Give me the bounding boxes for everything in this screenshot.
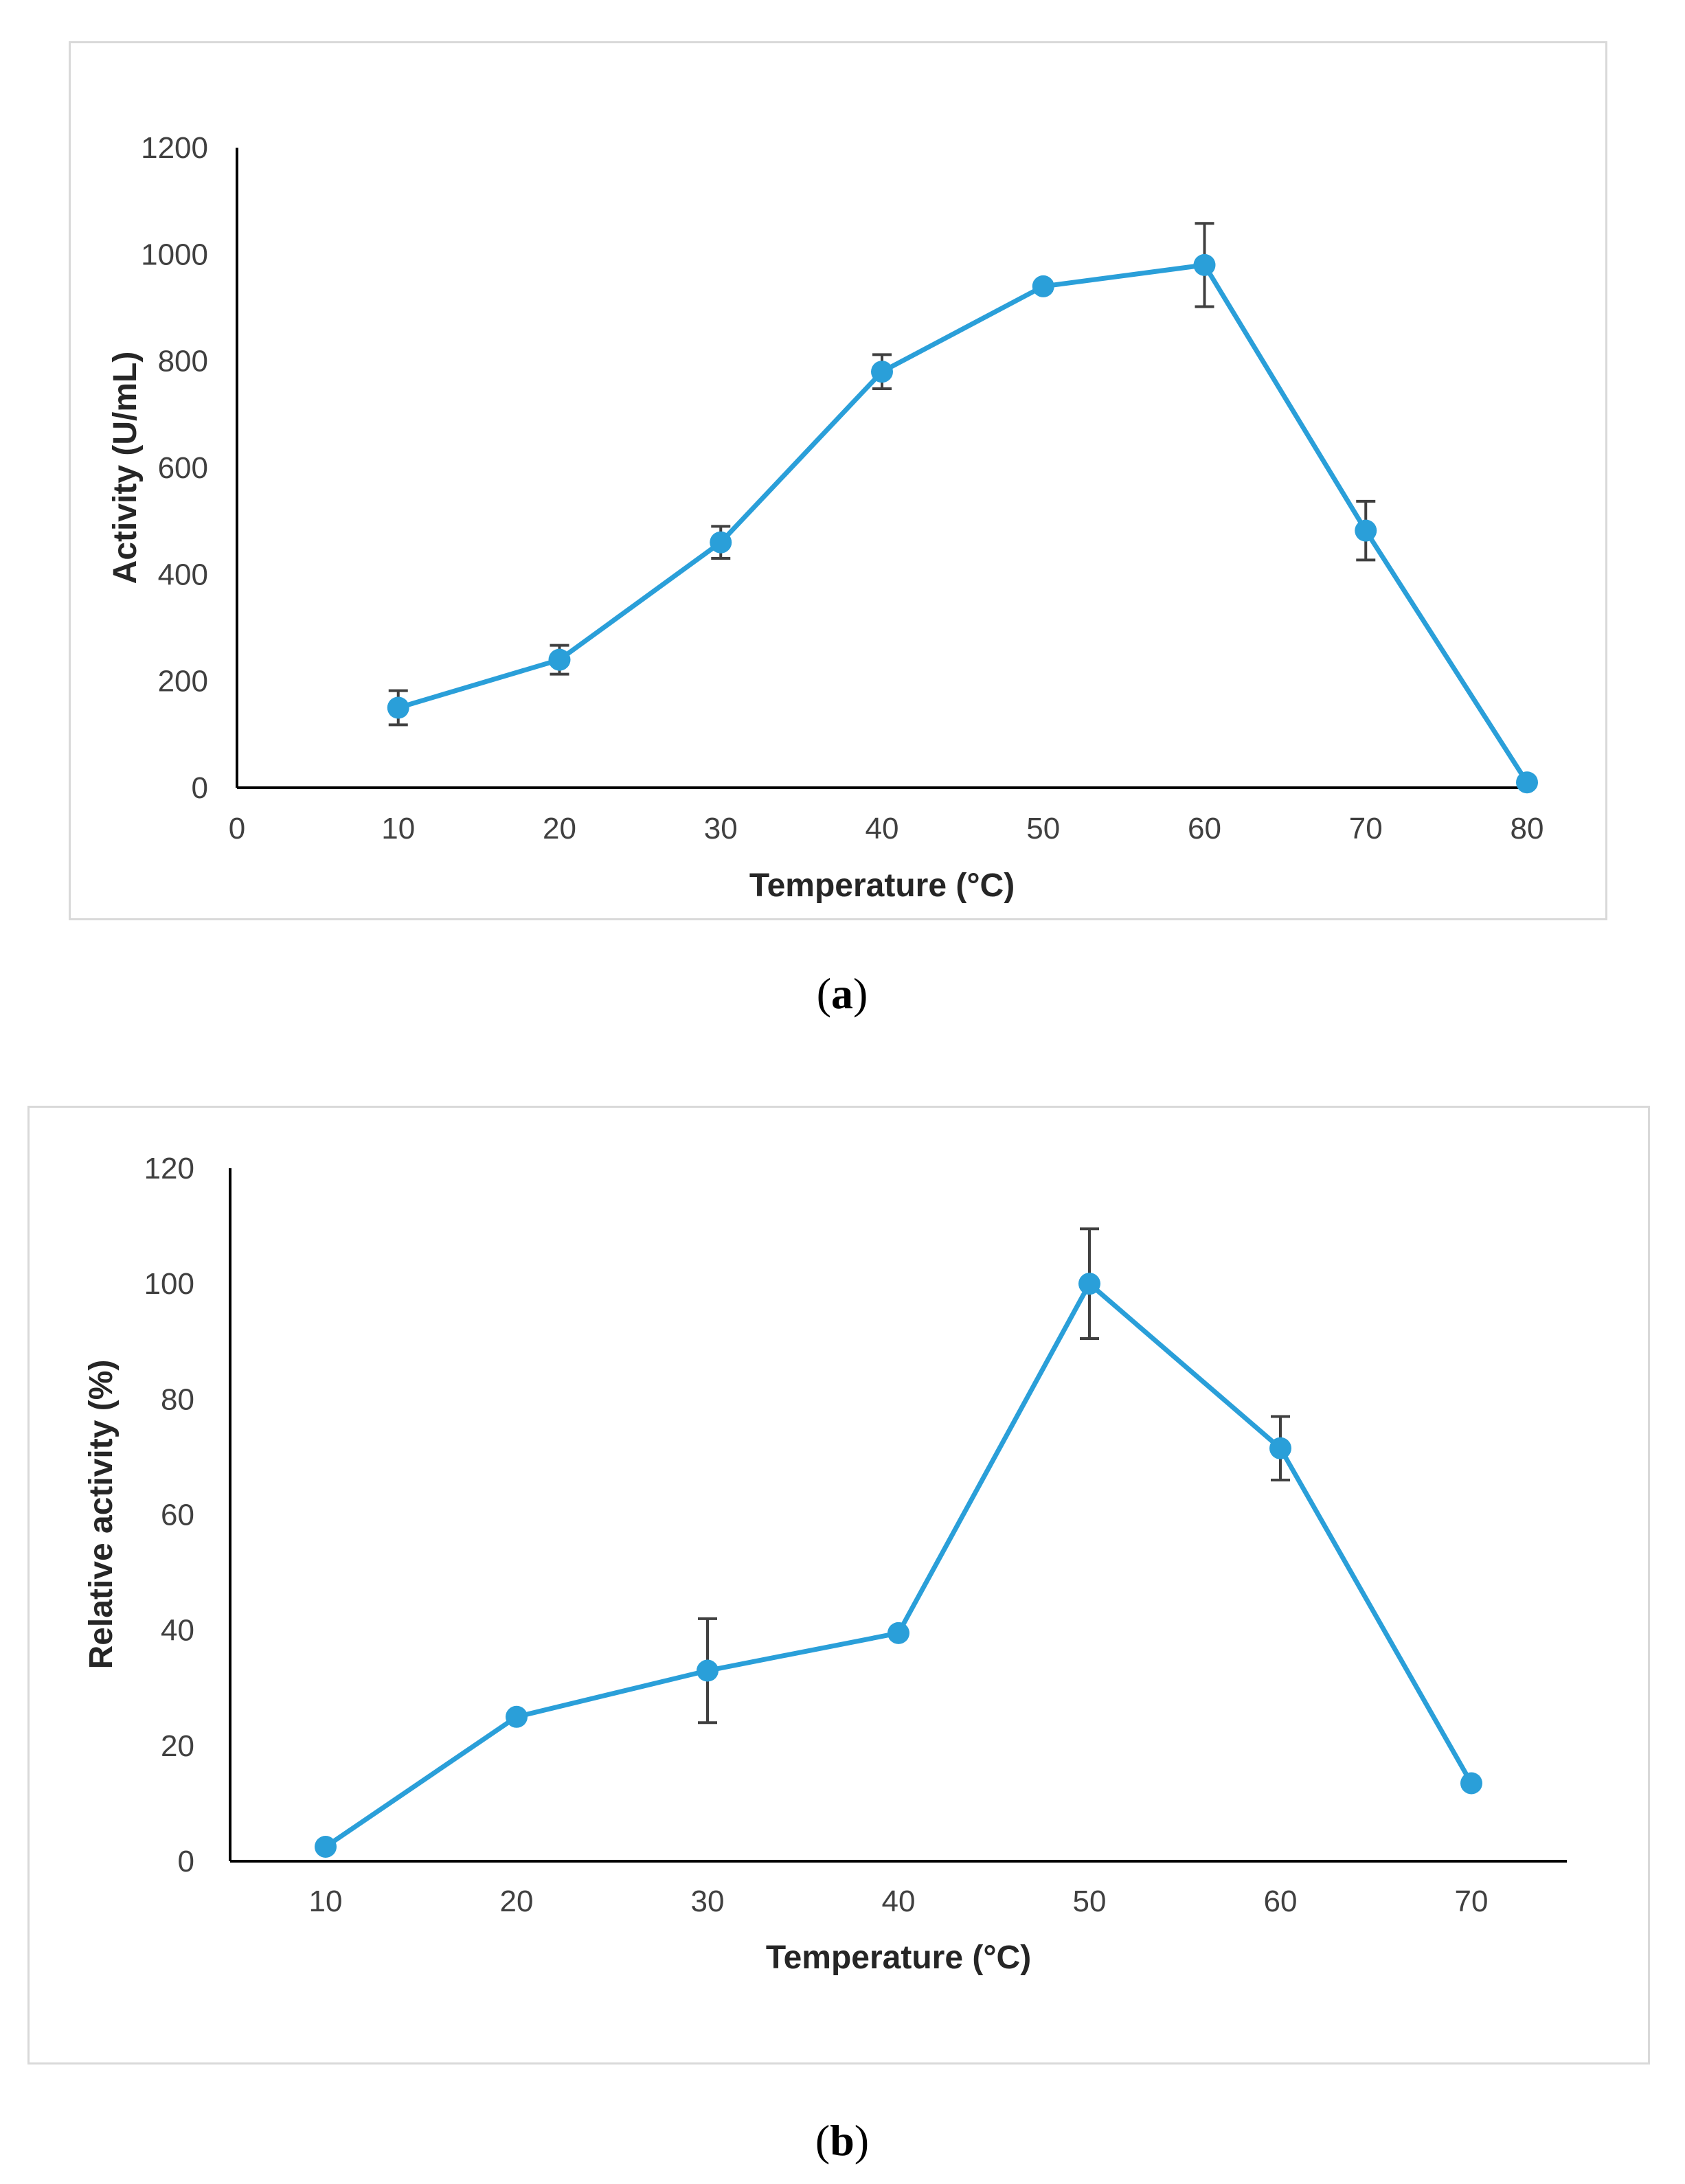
chart-a-x-tick-label: 0	[229, 812, 245, 845]
chart-b-data-point	[1269, 1437, 1291, 1459]
chart-b-y-axis-title: Relative activity (%)	[83, 1360, 120, 1670]
chart-a-x-tick-label: 60	[1188, 812, 1221, 845]
chart-b-x-axis-title: Temperature (°C)	[766, 1940, 1031, 1976]
chart-a-data-point	[548, 648, 571, 671]
chart-b-y-tick-label: 20	[161, 1729, 194, 1763]
chart-b-y-tick-label: 80	[161, 1383, 194, 1416]
chart-b-x-tick-label: 50	[1073, 1885, 1107, 1918]
chart-a-x-tick-label: 40	[866, 812, 899, 845]
chart-a-y-tick-label: 1000	[141, 238, 208, 271]
chart-a-y-tick-label: 400	[158, 558, 208, 591]
chart-b-x-tick-label: 10	[309, 1885, 343, 1918]
chart-a-x-tick-label: 80	[1511, 812, 1544, 845]
caption-b-letter: b	[830, 2116, 855, 2165]
caption-a-letter: a	[831, 969, 853, 1018]
chart-a-x-axis-title: Temperature (°C)	[749, 867, 1015, 904]
chart-a-data-point	[1355, 519, 1377, 542]
chart-a-svg: 0 200 400 600 800 1000 1200 0 10 20 30 40 50 60 70 80 Te…	[107, 131, 1544, 904]
chart-a-y-tick-label: 200	[158, 665, 208, 698]
chart-b-x-tick-label: 40	[882, 1885, 916, 1918]
chart-a-data-point	[871, 361, 893, 383]
chart-b-y-tick-label: 120	[144, 1152, 194, 1185]
chart-b-svg: 0 20 40 60 80 100 120 10 20 30 40 50 60 70 Temperature…	[83, 1152, 1567, 1976]
chart-b-x-tick-label: 20	[500, 1885, 534, 1918]
chart-panel-a: 0 200 400 600 800 1000 1200 0 10 20 30 40 50 60 70 80 Te…	[69, 41, 1607, 920]
chart-b-y-tick-label: 60	[161, 1499, 194, 1532]
chart-b-data-point	[315, 1835, 337, 1858]
chart-b-data-point	[1460, 1772, 1482, 1795]
chart-a-data-point	[1193, 253, 1216, 276]
chart-a-y-tick-label: 0	[192, 771, 208, 805]
chart-a-data-point	[387, 696, 409, 719]
chart-b-data-point	[697, 1659, 719, 1682]
chart-a-y-axis-title: Activity (U/mL)	[107, 352, 144, 584]
chart-b-x-tick-label: 70	[1455, 1885, 1489, 1918]
chart-a-y-tick-label: 1200	[141, 131, 208, 165]
chart-b-y-tick-label: 40	[161, 1614, 194, 1648]
chart-a-data-point	[1032, 275, 1054, 297]
chart-b-x-tick-label: 30	[691, 1885, 725, 1918]
chart-a-x-tick-label: 50	[1026, 812, 1060, 845]
chart-b-data-point	[1078, 1273, 1100, 1295]
chart-a-x-tick-label: 70	[1349, 812, 1383, 845]
chart-a-y-tick-label: 600	[158, 451, 208, 485]
caption-a: (a)	[816, 969, 868, 1018]
chart-a-data-point	[710, 531, 732, 554]
chart-b-series-line	[324, 1281, 1474, 1849]
chart-b-x-tick-label: 60	[1264, 1885, 1298, 1918]
chart-a-data-point	[1516, 771, 1538, 794]
chart-a-series-line	[397, 262, 1529, 784]
chart-b-data-point	[506, 1705, 528, 1728]
caption-b: (b)	[815, 2116, 870, 2165]
chart-b-data-point	[887, 1622, 909, 1644]
chart-a-x-tick-label: 30	[704, 812, 738, 845]
chart-b-y-tick-label: 100	[144, 1267, 194, 1301]
chart-a-x-tick-label: 10	[381, 812, 415, 845]
chart-b-y-tick-label: 0	[178, 1845, 194, 1878]
chart-a-x-tick-label: 20	[543, 812, 576, 845]
chart-a-y-tick-label: 800	[158, 345, 208, 378]
chart-panel-b: 0 20 40 60 80 100 120 10 20 30 40 50 60 70 Temperature…	[27, 1106, 1650, 2064]
